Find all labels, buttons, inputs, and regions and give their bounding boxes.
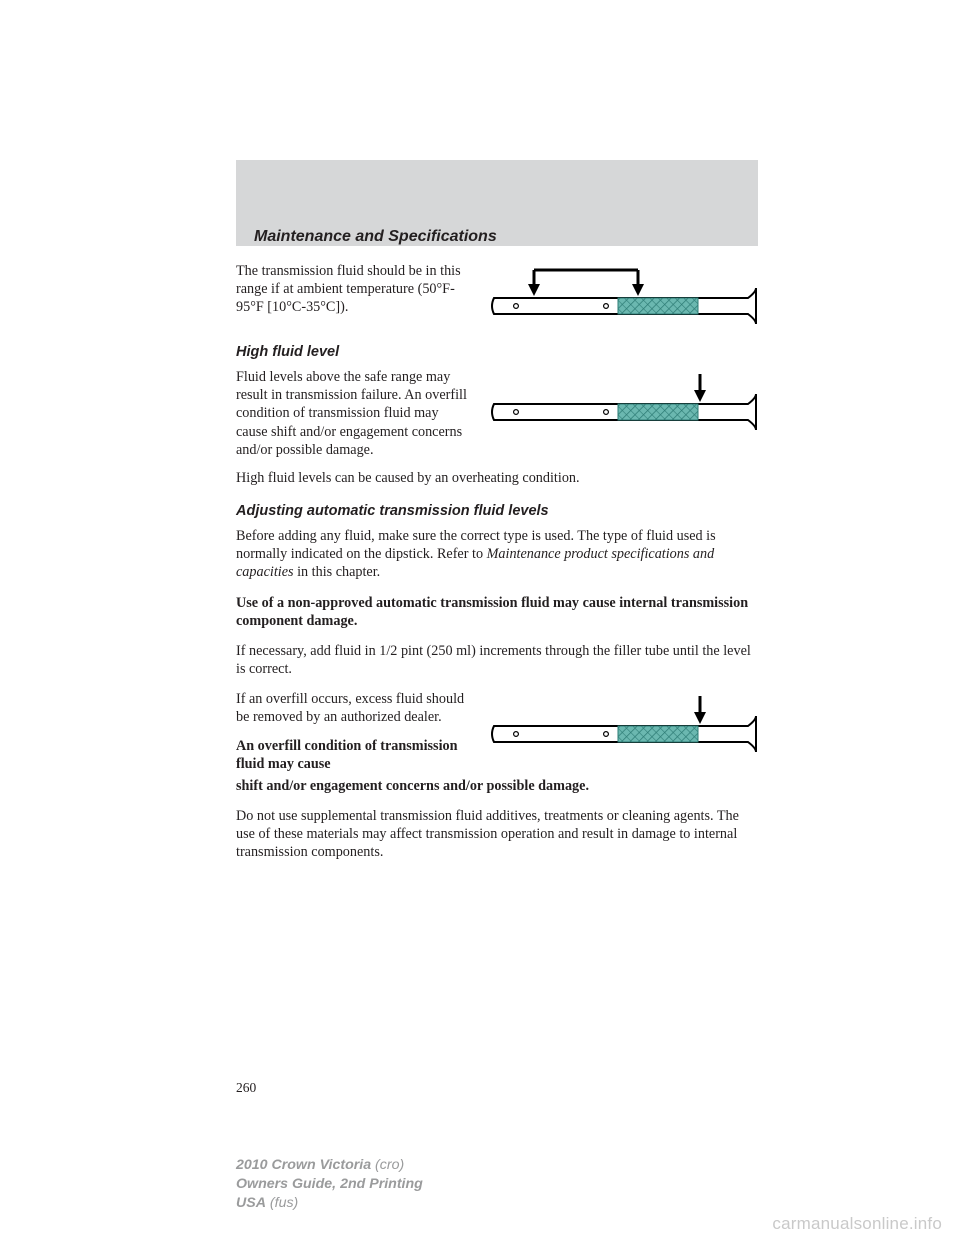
normal-range-text-col: The transmission fluid should be in this… — [236, 262, 472, 327]
dipstick-overfill-icon — [486, 690, 758, 756]
overfill-warning: An overfill condition of transmission fl… — [236, 737, 472, 773]
overfill-text-col: If an overfill occurs, excess fluid shou… — [236, 690, 472, 783]
footer-line-3: USA (fus) — [236, 1194, 423, 1213]
non-approved-warning: Use of a non-approved automatic transmis… — [236, 594, 758, 630]
footer-line-2: Owners Guide, 2nd Printing — [236, 1175, 423, 1194]
high-fluid-text: Fluid levels above the safe range may re… — [236, 368, 472, 459]
chapter-title: Maintenance and Specifications — [254, 228, 497, 246]
watermark: carmanualsonline.info — [772, 1214, 942, 1234]
dipstick-figure-overfill — [486, 690, 758, 756]
footer-region-code: (fus) — [266, 1195, 298, 1211]
high-fluid-text-col: Fluid levels above the safe range may re… — [236, 368, 472, 469]
before-adding-text: Before adding any fluid, make sure the c… — [236, 527, 758, 582]
page-number: 260 — [236, 1080, 256, 1096]
section-high-fluid: Fluid levels above the safe range may re… — [236, 368, 758, 469]
dipstick-figure-high — [486, 368, 758, 434]
footer-region: USA — [236, 1195, 266, 1211]
dipstick-range-icon — [486, 262, 758, 328]
before-adding-c: in this chapter. — [294, 564, 381, 580]
dipstick-figure-range — [486, 262, 758, 328]
overfill-warning-a: An overfill condition of transmission fl… — [236, 738, 458, 772]
additives-text: Do not use supplemental transmission flu… — [236, 807, 758, 862]
page-content: The transmission fluid should be in this… — [236, 262, 758, 874]
add-fluid-text: If necessary, add fluid in 1/2 pint (250… — [236, 642, 758, 678]
footer-line-1: 2010 Crown Victoria (cro) — [236, 1156, 423, 1175]
adjusting-heading: Adjusting automatic transmission fluid l… — [236, 503, 758, 519]
section-normal-range: The transmission fluid should be in this… — [236, 262, 758, 328]
normal-range-text: The transmission fluid should be in this… — [236, 262, 472, 317]
high-fluid-heading: High fluid level — [236, 344, 758, 360]
section-overfill: If an overfill occurs, excess fluid shou… — [236, 690, 758, 783]
high-fluid-cause-text: High fluid levels can be caused by an ov… — [236, 469, 758, 487]
manual-page: Maintenance and Specifications The trans… — [0, 0, 960, 1242]
dipstick-high-icon — [486, 368, 758, 434]
overfill-text: If an overfill occurs, excess fluid shou… — [236, 690, 472, 726]
footer-model: 2010 Crown Victoria — [236, 1157, 371, 1173]
overfill-warning-b: shift and/or engagement concerns and/or … — [236, 777, 758, 795]
footer-model-code: (cro) — [371, 1157, 404, 1173]
footer: 2010 Crown Victoria (cro) Owners Guide, … — [236, 1156, 423, 1214]
